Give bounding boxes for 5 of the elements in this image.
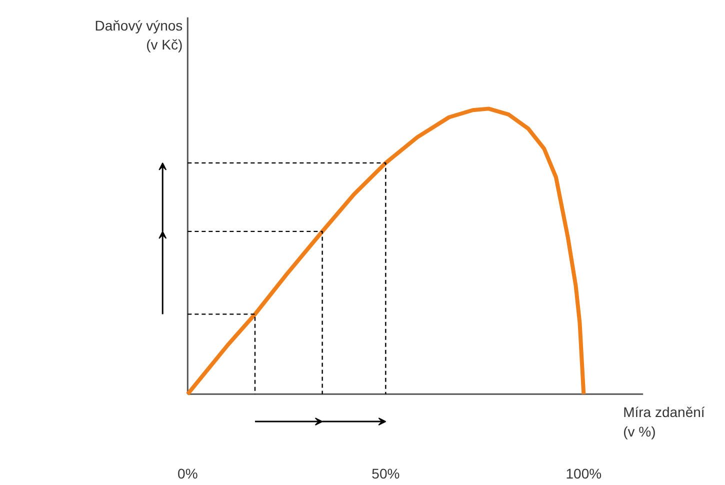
x-axis-title: Míra zdanění (v %)	[623, 404, 705, 440]
x-tick-label: 0%	[178, 466, 198, 482]
x-tick-label: 50%	[372, 466, 400, 482]
y-axis-title: Daňový výnos (v Kč)	[94, 17, 183, 53]
x-tick-label: 100%	[566, 466, 602, 482]
